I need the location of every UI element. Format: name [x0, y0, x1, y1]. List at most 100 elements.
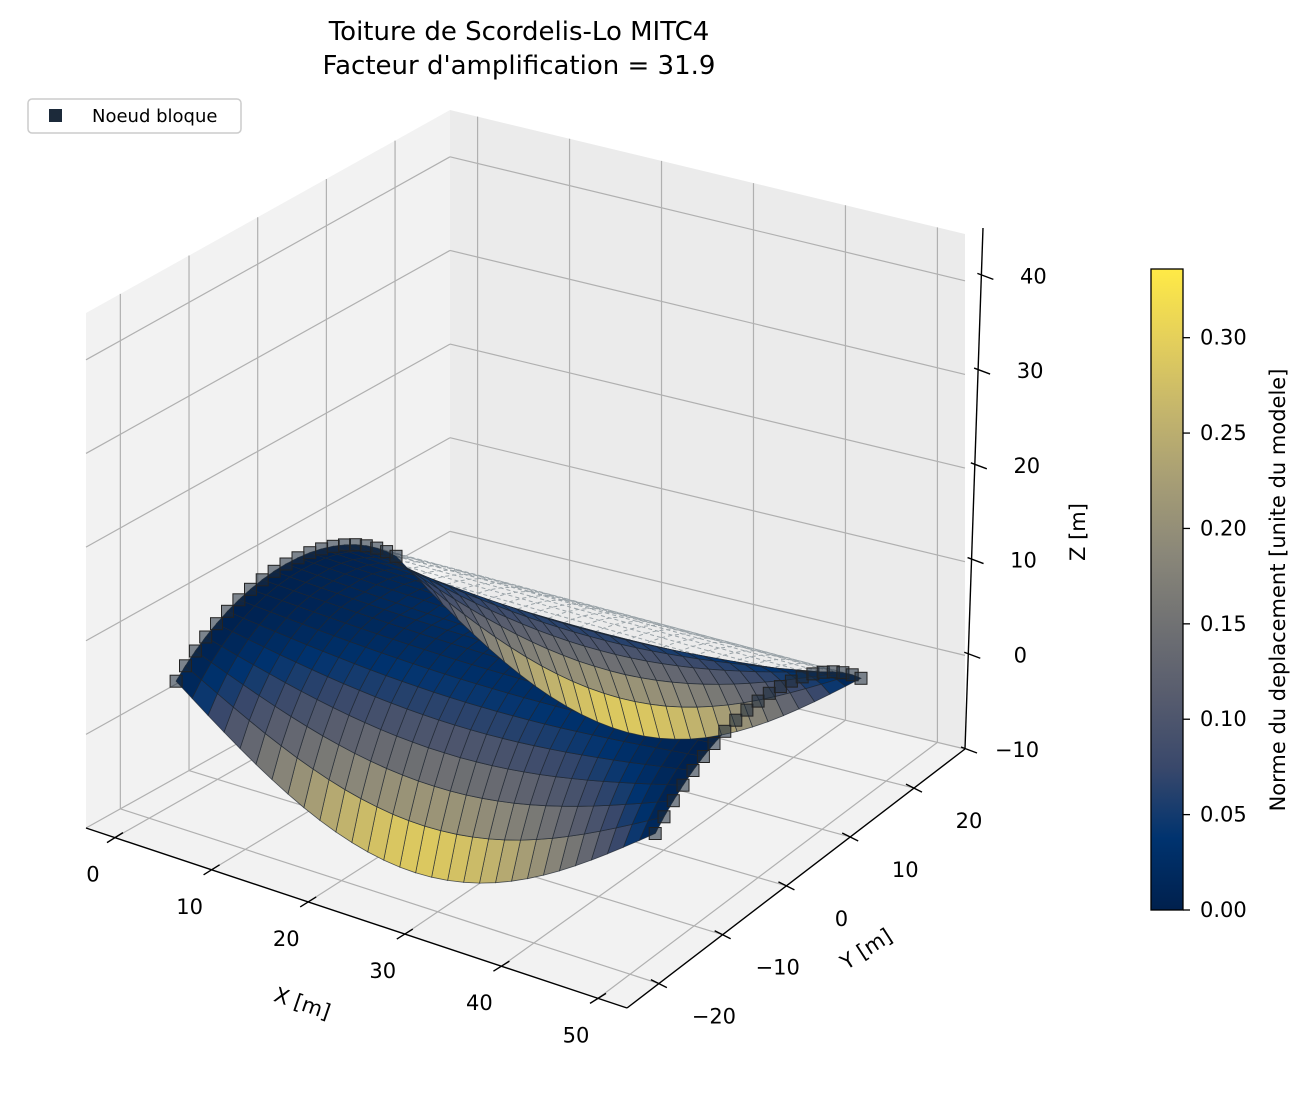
gridline-z-left — [85, 249, 451, 454]
y-tick-mark — [778, 881, 795, 891]
blocked-node — [338, 538, 351, 552]
z-tick-label: 10 — [1010, 549, 1037, 573]
undeformed-line — [526, 637, 738, 794]
chart-title-line1: Toiture de Scordelis-Lo MITC4 — [328, 17, 710, 47]
z-tick-label: 20 — [1013, 454, 1040, 478]
z-tick-mark — [970, 462, 988, 470]
z-tick-mark — [977, 272, 994, 281]
blocked-node — [199, 630, 213, 644]
blocked-node — [676, 778, 690, 792]
y-tick-mark — [714, 930, 731, 940]
blocked-node — [740, 703, 754, 717]
colorbar: 0.00 0.05 0.10 0.15 0.20 0.25 0.30 Norme du de… — [1150, 268, 1290, 922]
blocked-node — [232, 593, 246, 607]
blocked-node — [221, 604, 234, 618]
blocked-node — [326, 539, 340, 553]
z-tick-label: −10 — [995, 738, 1039, 762]
gridline-z-back — [449, 530, 966, 656]
blocked-node — [267, 564, 281, 578]
gridline-z-back — [449, 343, 966, 469]
blocked-node — [666, 794, 680, 808]
z-tick-mark — [964, 651, 981, 659]
blocked-node — [279, 557, 293, 571]
y-tick-label: −20 — [692, 1005, 736, 1029]
gridline-z-back — [449, 437, 966, 563]
x-axis-line — [85, 827, 628, 1009]
blocked-node — [315, 542, 329, 556]
y-axis-line — [626, 748, 966, 1009]
blocked-node — [729, 713, 743, 727]
x-tick-label: 40 — [466, 991, 493, 1015]
blocked-node — [169, 674, 183, 688]
blocked-node — [389, 549, 403, 563]
blocked-node — [696, 750, 710, 763]
colorbar-label: Norme du deplacement [unite du modele] — [1266, 369, 1290, 812]
x-tick-mark — [299, 896, 317, 908]
undeformed-line — [542, 641, 753, 799]
x-tick-label: 30 — [369, 959, 396, 983]
blocked-node — [686, 764, 700, 777]
blocked-node — [255, 573, 269, 587]
colorbar-tick-label: 0.15 — [1200, 612, 1247, 636]
blocked-node — [210, 617, 223, 631]
y-axis-label: Y [m] — [835, 924, 896, 975]
x-tick-mark — [589, 992, 607, 1004]
undeformed-line — [479, 624, 691, 778]
colorbar-tick-label: 0.30 — [1200, 326, 1247, 350]
blocked-nodes — [169, 538, 868, 840]
y-tick-label: 0 — [835, 907, 848, 931]
legend-marker-square — [49, 109, 62, 122]
colorbar-tick-label: 0.20 — [1200, 516, 1247, 540]
z-tick-mark — [960, 746, 978, 754]
z-tick-label: 40 — [1020, 264, 1047, 288]
undeformed-line — [495, 629, 707, 783]
y-tick-label: 10 — [892, 858, 919, 882]
undeformed-line — [574, 650, 784, 809]
legend-box — [27, 98, 242, 134]
z-tick-mark — [967, 556, 984, 565]
gridline-z-back — [449, 156, 966, 282]
legend: Noeud bloque — [27, 98, 242, 134]
colorbar-tick-label: 0.00 — [1200, 898, 1247, 922]
blocked-node — [188, 644, 202, 658]
gridline-x-floor — [597, 741, 938, 999]
gridline-x-floor — [501, 719, 846, 967]
colorbar-tick-label: 0.05 — [1200, 803, 1247, 827]
z-axis-line — [964, 227, 984, 750]
x-tick-mark — [396, 928, 414, 940]
z-tick-label: 0 — [1014, 643, 1027, 667]
colorbar-tick-label: 0.25 — [1200, 421, 1247, 445]
z-tick-mark — [973, 367, 991, 375]
blocked-node — [707, 737, 721, 750]
back-pane — [450, 110, 965, 749]
chart-title-line2: Facteur d'amplification = 31.9 — [323, 51, 716, 81]
colorbar-gradient — [1150, 268, 1184, 911]
y-tick-label: 20 — [956, 809, 983, 833]
tick-labels: 0 10 20 30 40 50 −20 −10 0 10 20 −10 0 10 20 30 40 — [86, 264, 1046, 1047]
blocked-node — [291, 551, 305, 565]
blocked-node — [762, 686, 776, 700]
blocked-node — [648, 827, 662, 840]
blocked-node — [751, 694, 765, 708]
blocked-node — [773, 680, 787, 694]
undeformed-line — [511, 633, 722, 789]
blocked-node — [784, 674, 798, 688]
blocked-node — [657, 810, 671, 824]
x-tick-label: 0 — [86, 863, 99, 887]
undeformed-line — [431, 612, 645, 763]
blocked-node — [303, 546, 317, 560]
gridline-z-left — [85, 437, 451, 642]
blocked-node — [718, 724, 732, 738]
gridline-y-floor — [120, 808, 660, 985]
x-tick-mark — [493, 960, 510, 972]
x-axis-label: X [m] — [271, 983, 334, 1025]
x-tick-mark — [203, 864, 220, 876]
axes-lines — [85, 227, 994, 1009]
legend-label: Noeud bloque — [92, 106, 217, 127]
z-tick-label: 30 — [1017, 359, 1044, 383]
x-tick-mark — [106, 832, 124, 844]
blocked-node — [244, 582, 257, 596]
y-tick-mark — [650, 978, 668, 989]
z-axis-label: Z [m] — [1066, 503, 1090, 561]
x-tick-label: 10 — [176, 895, 203, 919]
